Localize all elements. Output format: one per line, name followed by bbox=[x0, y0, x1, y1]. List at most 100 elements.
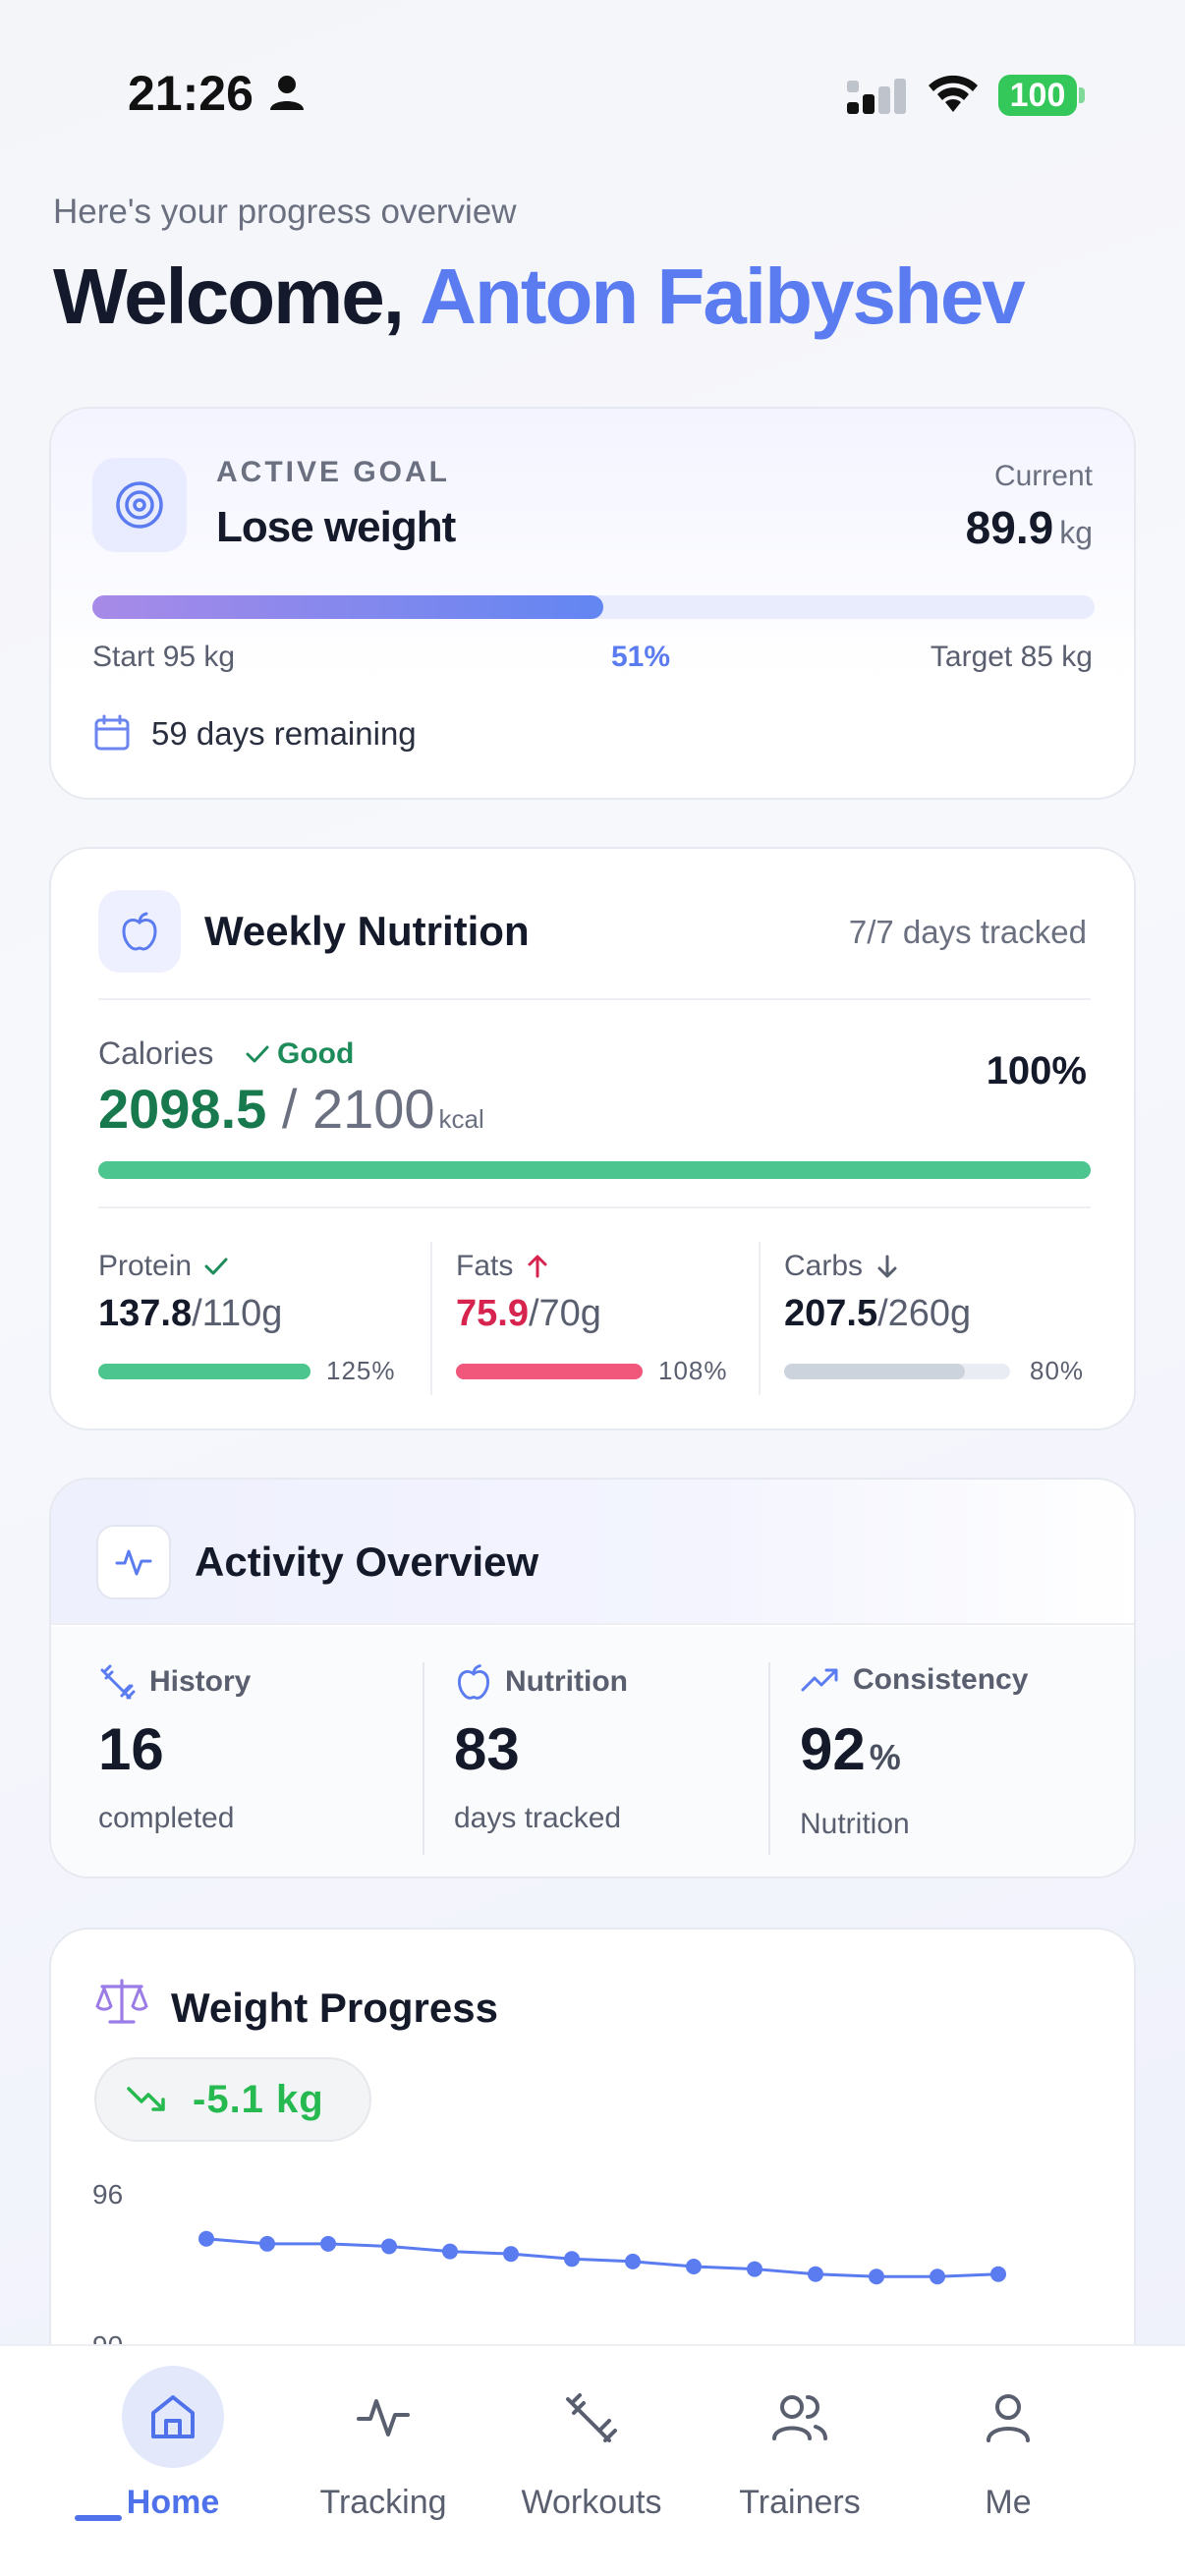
activity-title: Activity Overview bbox=[195, 1539, 539, 1585]
calories-progress-fill bbox=[98, 1161, 1091, 1179]
page-subtitle: Here's your progress overview bbox=[53, 193, 517, 231]
weight-point[interactable] bbox=[869, 2268, 884, 2285]
macro-name: Carbs bbox=[784, 1250, 902, 1283]
stat-label: Nutrition bbox=[454, 1662, 628, 1702]
stat-number: 92 bbox=[800, 1716, 866, 1782]
tab-label: Home bbox=[126, 2484, 220, 2521]
weekly-nutrition-card[interactable]: Weekly Nutrition 7/7 days tracked Calori… bbox=[49, 847, 1136, 1430]
macro-target: /260g bbox=[877, 1293, 972, 1334]
stat-label-text: Nutrition bbox=[505, 1665, 628, 1698]
weight-point[interactable] bbox=[625, 2253, 641, 2269]
current-weight-unit: kg bbox=[1059, 515, 1093, 550]
greeting: Welcome, bbox=[53, 252, 405, 340]
activity-overview-card[interactable]: Activity Overview History 16 completed N… bbox=[49, 1478, 1136, 1878]
home-icon bbox=[151, 2395, 195, 2438]
wifi-icon bbox=[929, 75, 978, 112]
weight-point[interactable] bbox=[259, 2235, 275, 2252]
weight-title: Weight Progress bbox=[171, 1985, 498, 2031]
weight-point[interactable] bbox=[930, 2268, 945, 2285]
weight-chart bbox=[198, 2230, 1006, 2285]
stat-label: Consistency bbox=[800, 1662, 1028, 1698]
dumbbell-icon bbox=[566, 2393, 617, 2442]
tab-label: Me bbox=[985, 2484, 1032, 2521]
macro-label: Fats bbox=[456, 1250, 514, 1282]
apple-icon bbox=[457, 1664, 490, 1700]
macro-progress-bar bbox=[98, 1364, 310, 1379]
stat-sub: completed bbox=[98, 1802, 235, 1834]
goal-target: Target 85 kg bbox=[930, 641, 1093, 673]
goal-percent: 51% bbox=[610, 641, 671, 673]
weight-point[interactable] bbox=[990, 2266, 1006, 2282]
goal-start: Start 95 kg bbox=[92, 641, 236, 673]
current-weight-label: Current bbox=[993, 460, 1093, 492]
macro-values: 137.8/110g bbox=[98, 1293, 282, 1335]
calories-separator: / bbox=[281, 1078, 298, 1140]
weight-point[interactable] bbox=[198, 2230, 214, 2247]
tab-trainers[interactable]: Trainers bbox=[702, 2346, 898, 2576]
macro-label: Protein bbox=[98, 1250, 193, 1282]
macro-progress-bar bbox=[456, 1364, 643, 1379]
user-name: Anton Faibyshev bbox=[420, 252, 1026, 340]
macro-current: 75.9 bbox=[456, 1293, 529, 1334]
activity-header: Activity Overview bbox=[51, 1480, 1134, 1625]
calories-unit: kcal bbox=[438, 1104, 484, 1134]
stat-unit: % bbox=[869, 1737, 901, 1777]
current-weight-value: 89.9 bbox=[965, 502, 1054, 553]
macro-percent: 80% bbox=[1030, 1356, 1085, 1385]
macro-values: 75.9/70g bbox=[456, 1293, 601, 1335]
calories-status-text: Good bbox=[277, 1037, 355, 1070]
weight-point[interactable] bbox=[503, 2246, 519, 2263]
nutrition-icon-badge bbox=[98, 890, 181, 973]
user-icon bbox=[987, 2394, 1030, 2442]
macro-values: 207.5/260g bbox=[784, 1293, 971, 1335]
stat-divider bbox=[768, 1662, 770, 1855]
nutrition-title: Weekly Nutrition bbox=[204, 908, 530, 954]
tab-home[interactable]: Home bbox=[75, 2346, 271, 2576]
weight-point[interactable] bbox=[747, 2261, 762, 2277]
users-icon bbox=[772, 2395, 827, 2440]
macro-progress-fill bbox=[98, 1364, 310, 1379]
macro-progress-fill bbox=[784, 1364, 965, 1379]
stat-nutrition[interactable]: Nutrition 83 days tracked bbox=[454, 1658, 778, 1865]
weight-change-value: -5.1 kg bbox=[193, 2077, 324, 2121]
goal-icon-badge bbox=[92, 458, 187, 552]
calories-label: Calories bbox=[98, 1036, 214, 1071]
macro-progress-bar bbox=[784, 1364, 1010, 1379]
battery-tip bbox=[1079, 87, 1085, 103]
goal-title: Lose weight bbox=[216, 503, 456, 551]
person-icon bbox=[270, 76, 304, 110]
goal-progress-fill bbox=[92, 595, 604, 619]
check-icon bbox=[204, 1258, 228, 1275]
target-icon bbox=[116, 481, 163, 529]
arrow-up-icon bbox=[528, 1255, 547, 1278]
weight-point[interactable] bbox=[808, 2266, 823, 2282]
macro-carbs: Carbs 207.5/260g 80% bbox=[784, 1242, 1099, 1399]
macro-percent: 108% bbox=[658, 1356, 728, 1385]
macro-name: Protein bbox=[98, 1250, 231, 1283]
calories-values: 2098.5 / 2100 kcal bbox=[98, 1077, 484, 1141]
stat-label-text: History bbox=[149, 1665, 252, 1698]
goal-progress-bar bbox=[92, 595, 1095, 619]
tab-icon-wrap bbox=[122, 2366, 224, 2468]
days-tracked: 7/7 days tracked bbox=[848, 914, 1087, 950]
weight-point[interactable] bbox=[564, 2251, 580, 2268]
macro-target: /110g bbox=[192, 1293, 283, 1334]
weight-point[interactable] bbox=[381, 2238, 397, 2255]
tab-me[interactable]: Me bbox=[910, 2346, 1106, 2576]
tab-tracking[interactable]: Tracking bbox=[285, 2346, 481, 2576]
divider bbox=[98, 998, 1091, 1000]
stat-history[interactable]: History 16 completed bbox=[98, 1658, 423, 1865]
stat-divider bbox=[423, 1662, 424, 1855]
stat-sub: days tracked bbox=[454, 1802, 622, 1834]
activity-icon bbox=[115, 1549, 152, 1576]
weight-point[interactable] bbox=[442, 2243, 458, 2260]
macro-fats: Fats 75.9/70g 108% bbox=[456, 1242, 770, 1399]
active-goal-card[interactable]: ACTIVE GOAL Lose weight Current 89.9 kg S… bbox=[49, 407, 1136, 800]
weight-point[interactable] bbox=[320, 2235, 336, 2252]
stat-consistency[interactable]: Consistency 92% Nutrition bbox=[800, 1658, 1124, 1865]
macro-current: 137.8 bbox=[98, 1293, 193, 1334]
weight-point[interactable] bbox=[686, 2259, 702, 2274]
weight-line bbox=[205, 2237, 999, 2278]
tab-workouts[interactable]: Workouts bbox=[493, 2346, 690, 2576]
check-icon bbox=[246, 1045, 269, 1063]
